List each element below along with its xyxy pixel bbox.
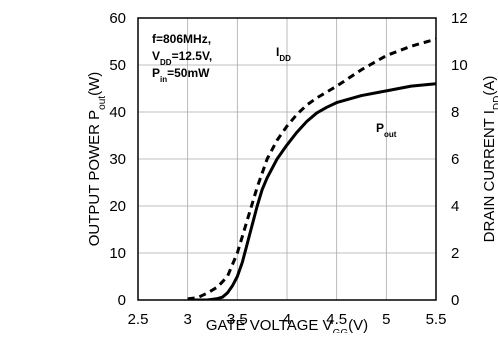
x-tick-label: 4.5 [326,311,347,328]
x-axis-title: GATE VOLTAGE VGG(V) [206,317,368,333]
plot-border [137,17,437,301]
y-right-tick-label: 8 [451,104,459,121]
series-group [187,37,436,300]
grid [138,18,436,300]
x-tick-label: 5 [382,311,390,328]
y-left-axis-title: OUTPUT POWER Pout(W) [86,72,108,246]
annotations: Pout IDD f=806MHz, VDD=12.5V,Pin=50mW [152,32,397,139]
y-left-tick-label: 10 [109,245,126,262]
y-right-tick-label: 12 [451,10,468,27]
series-label-pout: Pout [376,121,397,139]
x-tick-label: 3 [183,311,191,328]
series-line-pout [187,82,436,300]
condition-line: VDD=12.5V, [152,49,212,67]
plot-frame [137,17,437,301]
x-tick-label: 4 [283,311,291,328]
series-line-idd [187,37,436,300]
y-right-tick-label: 6 [451,151,459,168]
y-left-tick-label: 0 [118,292,126,309]
y-right-tick-label: 2 [451,245,459,262]
y-right-tick-label: 0 [451,292,459,309]
x-tick-label: 5.5 [426,311,447,328]
y-left-tick-label: 50 [109,57,126,74]
y-left-tick-label: 30 [109,151,126,168]
y-right-tick-label: 4 [451,198,459,215]
condition-line: f=806MHz, [152,32,211,46]
y-left-tick-label: 20 [109,198,126,215]
y-right-tick-label: 10 [451,57,468,74]
axis-titles: GATE VOLTAGE VGG(V) OUTPUT POWER Pout(W) D… [86,72,498,338]
x-tick-label: 3.5 [227,311,248,328]
condition-line: Pin=50mW [152,66,210,84]
x-tick-label: 2.5 [128,311,149,328]
y-left-tick-label: 60 [109,10,126,27]
y-left-tick-label: 40 [109,104,126,121]
series-label-idd: IDD [276,45,291,63]
y-right-axis-title: DRAIN CURRENT IDD(A) [481,76,498,243]
